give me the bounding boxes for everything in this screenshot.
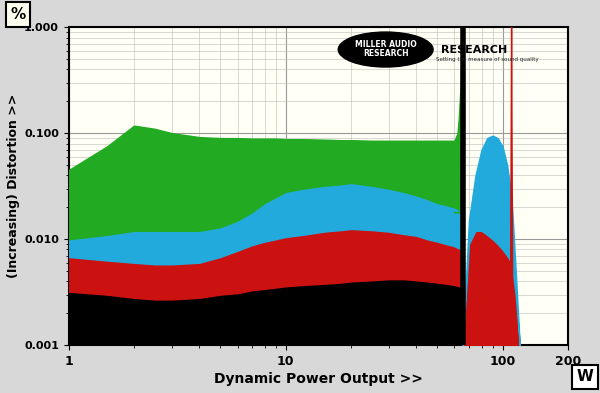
Text: W: W: [576, 369, 593, 384]
X-axis label: Dynamic Power Output >>: Dynamic Power Output >>: [214, 372, 423, 386]
Text: Setting the measure of sound quality: Setting the measure of sound quality: [436, 57, 538, 62]
Ellipse shape: [338, 32, 433, 67]
Text: %: %: [10, 7, 26, 22]
Text: MILLER AUDIO: MILLER AUDIO: [355, 40, 416, 49]
Y-axis label: (Increasing) Distortion >>: (Increasing) Distortion >>: [7, 94, 20, 278]
Text: RESEARCH: RESEARCH: [363, 49, 409, 58]
Text: RESEARCH: RESEARCH: [440, 44, 507, 55]
